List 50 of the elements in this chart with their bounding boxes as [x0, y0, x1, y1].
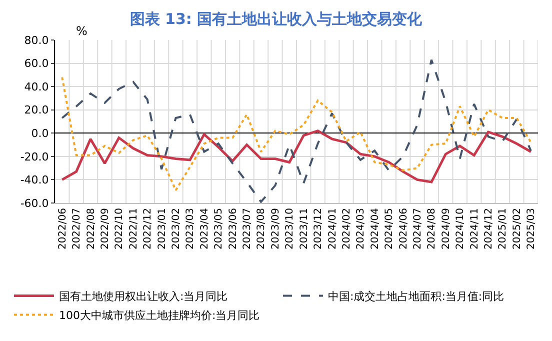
y-tick-label: -20.0	[20, 150, 49, 164]
legend-label: 100大中城市供应土地挂牌均价:当月同比	[59, 309, 260, 322]
x-tick-label: 2023/07	[242, 208, 254, 250]
line-series	[61, 76, 532, 192]
x-tick-label: 2025/01	[498, 208, 509, 250]
x-tick-label: 2023/03	[185, 208, 196, 250]
legend-label: 国有土地使用权出让收入:当月同比	[59, 290, 228, 304]
x-tick-label: 2022/12	[142, 208, 154, 250]
y-tick-label: -40.0	[20, 174, 49, 187]
x-tick-label: 2022/09	[100, 208, 111, 250]
y-tick-label: 80.0	[24, 34, 49, 47]
x-tick-label: 2023/12	[313, 208, 324, 250]
x-tick-label: 2023/09	[270, 208, 282, 250]
x-tick-label: 2024/06	[398, 208, 410, 250]
x-tick-label: 2023/02	[171, 208, 182, 250]
x-tick-label: 2023/10	[284, 208, 296, 250]
x-tick-label: 2024/12	[484, 208, 495, 250]
x-tick-label: 2024/09	[440, 208, 452, 250]
x-tick-label: 2025/03	[526, 208, 538, 250]
x-tick-label: 2025/02	[512, 208, 523, 250]
x-tick-label: 2023/11	[298, 208, 310, 250]
y-tick-label: 20.0	[24, 104, 49, 117]
x-tick-label: 2024/11	[469, 208, 480, 250]
line-series	[61, 58, 532, 203]
y-axis-title: %	[76, 24, 88, 38]
x-tick-label: 2024/02	[341, 208, 352, 250]
x-tick-label: 2024/10	[455, 208, 466, 250]
x-tick-label: 2024/01	[327, 208, 338, 250]
y-tick-label: 0.0	[31, 126, 49, 140]
x-tick-label: 2023/01	[156, 208, 168, 250]
legend-label: 中国:成交土地占地面积:当月值:同比	[328, 290, 504, 304]
x-tick-label: 2022/10	[114, 208, 126, 250]
y-tick-label: -60.0	[20, 196, 49, 210]
x-tick-label: 2023/06	[228, 208, 239, 250]
x-tick-label: 2023/04	[199, 208, 210, 250]
y-tick-label: 40.0	[24, 80, 49, 94]
x-tick-label: 2024/05	[384, 208, 396, 250]
x-tick-label: 2023/05	[214, 208, 225, 250]
line-series	[60, 130, 532, 184]
x-tick-label: 2024/04	[370, 208, 381, 250]
x-tick-label: 2024/08	[426, 208, 438, 250]
x-tick-label: 2024/03	[356, 208, 367, 250]
chart-title: 图表 13: 国有土地出让收入与土地交易变化	[130, 10, 424, 28]
x-tick-label: 2023/08	[256, 208, 268, 250]
x-tick-label: 2022/11	[128, 208, 140, 250]
x-tick-label: 2022/08	[86, 208, 97, 250]
x-tick-label: 2022/06	[57, 208, 68, 250]
x-tick-label: 2022/07	[72, 208, 83, 250]
x-tick-label: 2024/07	[412, 208, 424, 250]
y-tick-label: 60.0	[24, 57, 49, 70]
